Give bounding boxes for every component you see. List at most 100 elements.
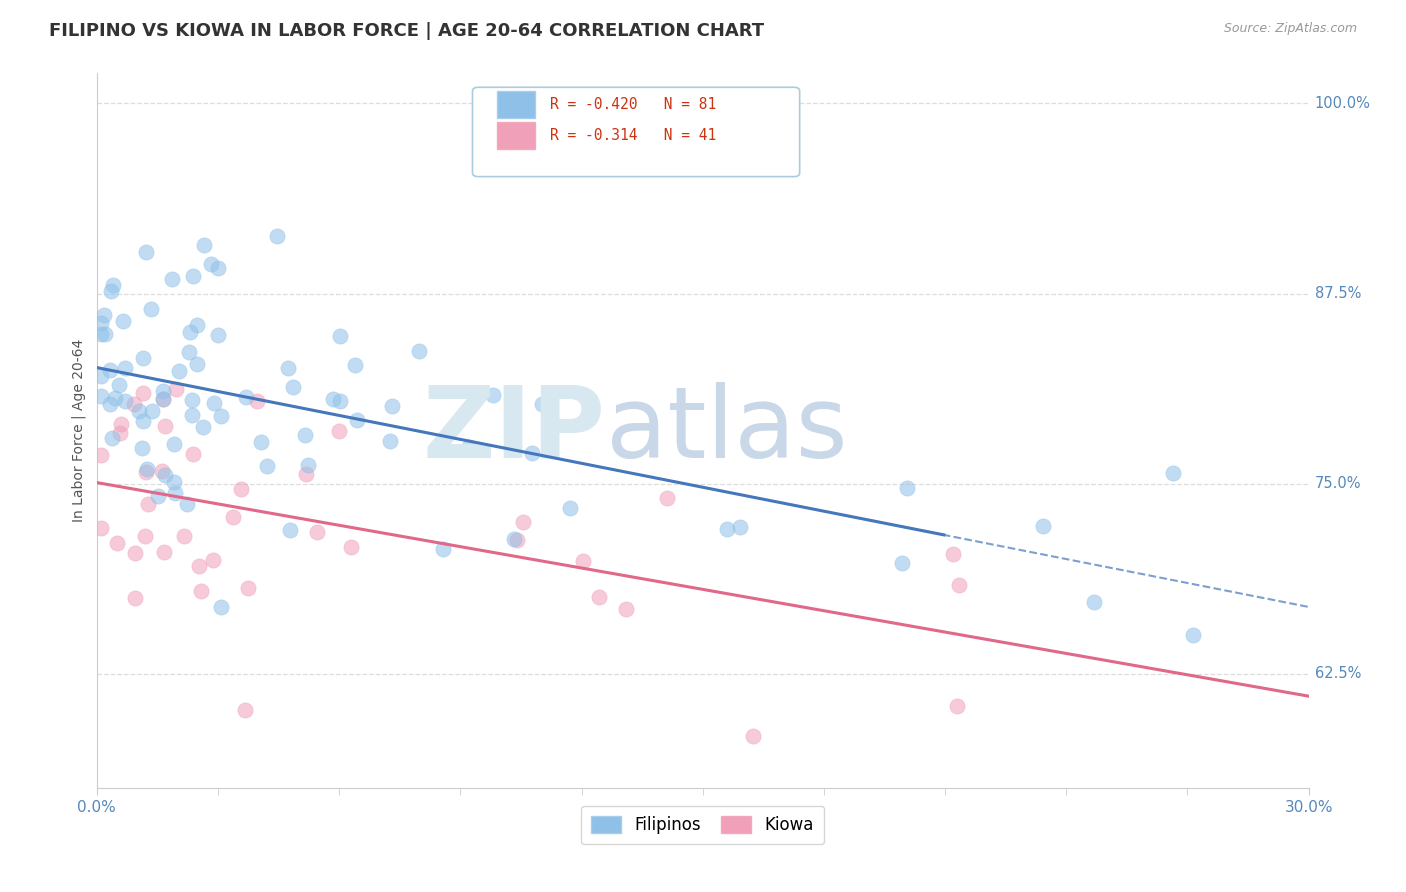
Point xyxy=(179,325,201,339)
Point xyxy=(180,408,202,422)
Point xyxy=(181,392,204,407)
Point xyxy=(163,485,186,500)
Point xyxy=(136,462,159,476)
Point xyxy=(890,556,912,570)
Point xyxy=(408,343,430,358)
Point xyxy=(186,318,208,332)
Point xyxy=(942,547,965,561)
Point xyxy=(432,541,454,556)
Point xyxy=(307,524,329,539)
Point xyxy=(238,581,260,595)
Point xyxy=(716,522,738,536)
Text: 62.5%: 62.5% xyxy=(1315,666,1361,681)
Point xyxy=(141,301,163,316)
Point xyxy=(90,317,112,331)
Point xyxy=(132,414,155,428)
Point xyxy=(221,510,243,524)
Point xyxy=(1032,519,1054,533)
Point xyxy=(1083,595,1105,609)
Point xyxy=(209,599,232,614)
Text: R = -0.420   N = 81: R = -0.420 N = 81 xyxy=(550,97,716,112)
Point xyxy=(124,546,146,560)
Point xyxy=(108,425,131,440)
Point xyxy=(614,602,637,616)
Point xyxy=(186,357,208,371)
Point xyxy=(131,386,153,401)
Point xyxy=(110,417,132,431)
Point xyxy=(235,390,257,404)
Point xyxy=(134,529,156,543)
Point xyxy=(458,440,481,454)
Point xyxy=(124,591,146,605)
Point xyxy=(100,431,122,445)
Point xyxy=(90,520,112,534)
Point xyxy=(201,552,224,566)
Text: 100.0%: 100.0% xyxy=(1315,96,1371,111)
Point xyxy=(946,698,969,713)
Point xyxy=(90,369,112,384)
Legend: Filipinos, Kiowa: Filipinos, Kiowa xyxy=(582,805,824,844)
Point xyxy=(93,308,115,322)
Point xyxy=(188,558,211,573)
Point xyxy=(167,364,190,378)
Point xyxy=(98,397,121,411)
Point xyxy=(114,393,136,408)
Point xyxy=(163,437,186,451)
Point xyxy=(105,535,128,549)
Point xyxy=(266,228,288,243)
Point xyxy=(146,489,169,503)
Point xyxy=(378,434,401,449)
Point xyxy=(571,554,593,568)
FancyBboxPatch shape xyxy=(472,87,800,177)
Bar xyxy=(496,91,536,118)
Point xyxy=(297,458,319,472)
Point xyxy=(381,399,404,413)
Text: R = -0.314   N = 41: R = -0.314 N = 41 xyxy=(550,128,716,144)
Point xyxy=(322,392,344,406)
Point xyxy=(100,363,122,377)
Point xyxy=(153,419,176,434)
Point xyxy=(506,533,529,547)
Text: atlas: atlas xyxy=(606,382,848,479)
Y-axis label: In Labor Force | Age 20-64: In Labor Force | Age 20-64 xyxy=(72,339,86,522)
Text: 87.5%: 87.5% xyxy=(1315,286,1361,301)
Point xyxy=(231,483,253,497)
Point xyxy=(277,361,299,376)
Point xyxy=(155,467,177,482)
Point xyxy=(141,404,163,418)
Point xyxy=(742,729,765,743)
Point xyxy=(256,459,278,474)
Point xyxy=(173,529,195,543)
Point xyxy=(512,515,534,529)
Point xyxy=(90,327,112,342)
Point xyxy=(107,377,129,392)
Text: ZIP: ZIP xyxy=(423,382,606,479)
Point xyxy=(160,272,183,286)
Point xyxy=(1161,466,1184,480)
Point xyxy=(181,447,204,461)
Text: Source: ZipAtlas.com: Source: ZipAtlas.com xyxy=(1223,22,1357,36)
Point xyxy=(128,404,150,418)
Point xyxy=(131,351,153,365)
Point xyxy=(278,523,301,537)
Point xyxy=(481,388,503,402)
Point xyxy=(531,396,554,410)
Point xyxy=(152,384,174,399)
Point xyxy=(520,446,543,460)
Point xyxy=(948,578,970,592)
Point xyxy=(339,540,361,554)
Point xyxy=(329,393,352,408)
Point xyxy=(103,278,125,293)
Text: 75.0%: 75.0% xyxy=(1315,476,1361,491)
Point xyxy=(329,329,352,343)
Point xyxy=(176,497,198,511)
Point xyxy=(90,389,112,403)
Point xyxy=(343,358,366,372)
Point xyxy=(328,425,350,439)
Point xyxy=(104,391,127,405)
Point xyxy=(100,285,122,299)
Point xyxy=(728,520,751,534)
Point xyxy=(200,257,222,271)
Point xyxy=(249,435,271,450)
Point xyxy=(190,583,212,598)
